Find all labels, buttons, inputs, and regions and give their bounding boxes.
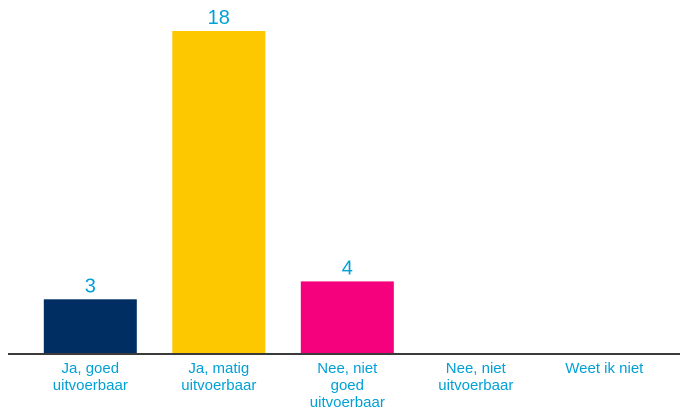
category-label-line: Nee, niet <box>446 360 507 377</box>
category-label-line: uitvoerbaar <box>310 394 385 411</box>
category-label-line: goed <box>331 377 364 394</box>
category-label-line: Weet ik niet <box>565 360 644 377</box>
category-label-line: Nee, niet <box>317 360 378 377</box>
bar-2 <box>300 281 394 353</box>
value-label-1: 18 <box>208 7 230 29</box>
bar-1 <box>172 31 266 353</box>
category-label-4: Weet ik niet <box>565 360 644 377</box>
category-label-line: uitvoerbaar <box>438 377 513 394</box>
value-labels-group: 3 18 4 <box>85 7 353 297</box>
category-label-line: Ja, matig <box>188 360 249 377</box>
category-label-line: uitvoerbaar <box>181 377 256 394</box>
category-label-line: uitvoerbaar <box>53 377 128 394</box>
bar-0 <box>43 299 137 353</box>
category-label-2: Nee, niet goed uitvoerbaar <box>310 360 385 411</box>
value-label-2: 4 <box>342 257 353 279</box>
category-label-line: Ja, goed <box>62 360 120 377</box>
value-label-0: 3 <box>85 275 96 297</box>
bars-group <box>43 31 394 353</box>
category-label-3: Nee, niet uitvoerbaar <box>438 360 513 394</box>
category-label-1: Ja, matig uitvoerbaar <box>181 360 256 394</box>
category-label-0: Ja, goed uitvoerbaar <box>53 360 128 394</box>
